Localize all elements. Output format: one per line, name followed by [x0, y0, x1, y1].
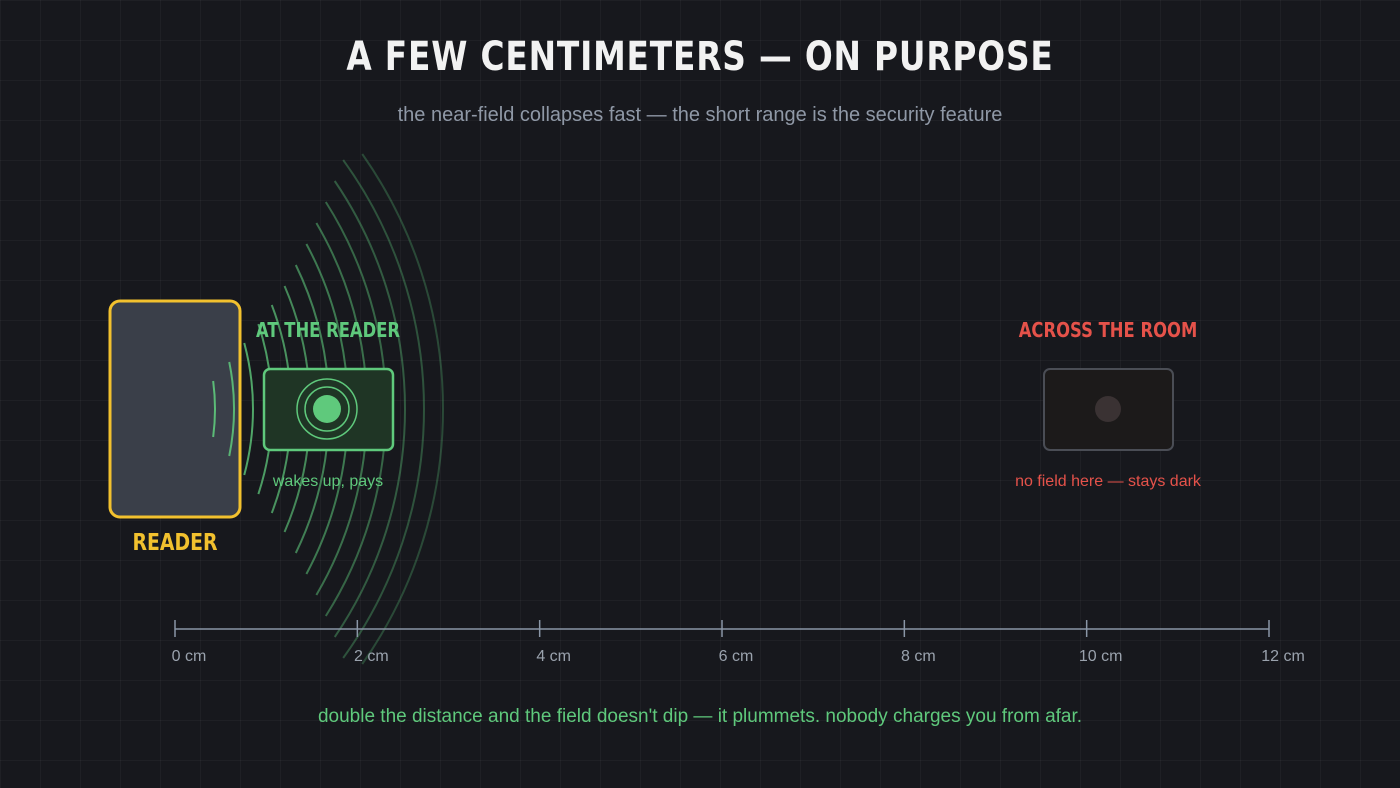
axis-tick-label: 4 cm: [536, 648, 571, 665]
distance-axis: [174, 620, 1270, 637]
far-card-label: ACROSS THE ROOM: [1018, 318, 1198, 342]
page-title: A FEW CENTIMETERS — ON PURPOSE: [346, 34, 1054, 80]
axis-tick-label: 6 cm: [718, 648, 754, 665]
near-card-ring-inner: [304, 386, 350, 432]
near-card-label: AT THE READER: [255, 318, 401, 342]
near-card-ring-outer: [296, 378, 358, 440]
axis-tick-label: 0 cm: [171, 648, 207, 665]
field-wave-arc: [243, 342, 254, 476]
bottom-caption: double the distance and the field doesn'…: [317, 706, 1083, 727]
reader-label: READER: [132, 530, 218, 556]
axis-tick-label: 8 cm: [900, 648, 936, 665]
field-wave-arc: [212, 380, 216, 438]
far-card: [1043, 368, 1174, 451]
field-wave-arc: [333, 180, 406, 638]
reader-device: [108, 299, 242, 519]
axis-tick-label: 2 cm: [353, 648, 389, 665]
near-card: [262, 367, 395, 452]
axis-tick-label: 12 cm: [1261, 648, 1305, 665]
near-card-note: wakes up, pays: [272, 473, 384, 490]
page-subtitle: the near-field collapses fast — the shor…: [397, 104, 1003, 126]
field-wave-arc: [361, 153, 444, 665]
far-card-note: no field here — stays dark: [1015, 473, 1201, 490]
near-card-chip-icon: [313, 395, 341, 423]
field-wave-arc: [228, 361, 235, 457]
far-card-chip-icon: [1095, 396, 1121, 422]
axis-tick-label: 10 cm: [1078, 648, 1123, 665]
field-wave-arc: [342, 159, 426, 659]
